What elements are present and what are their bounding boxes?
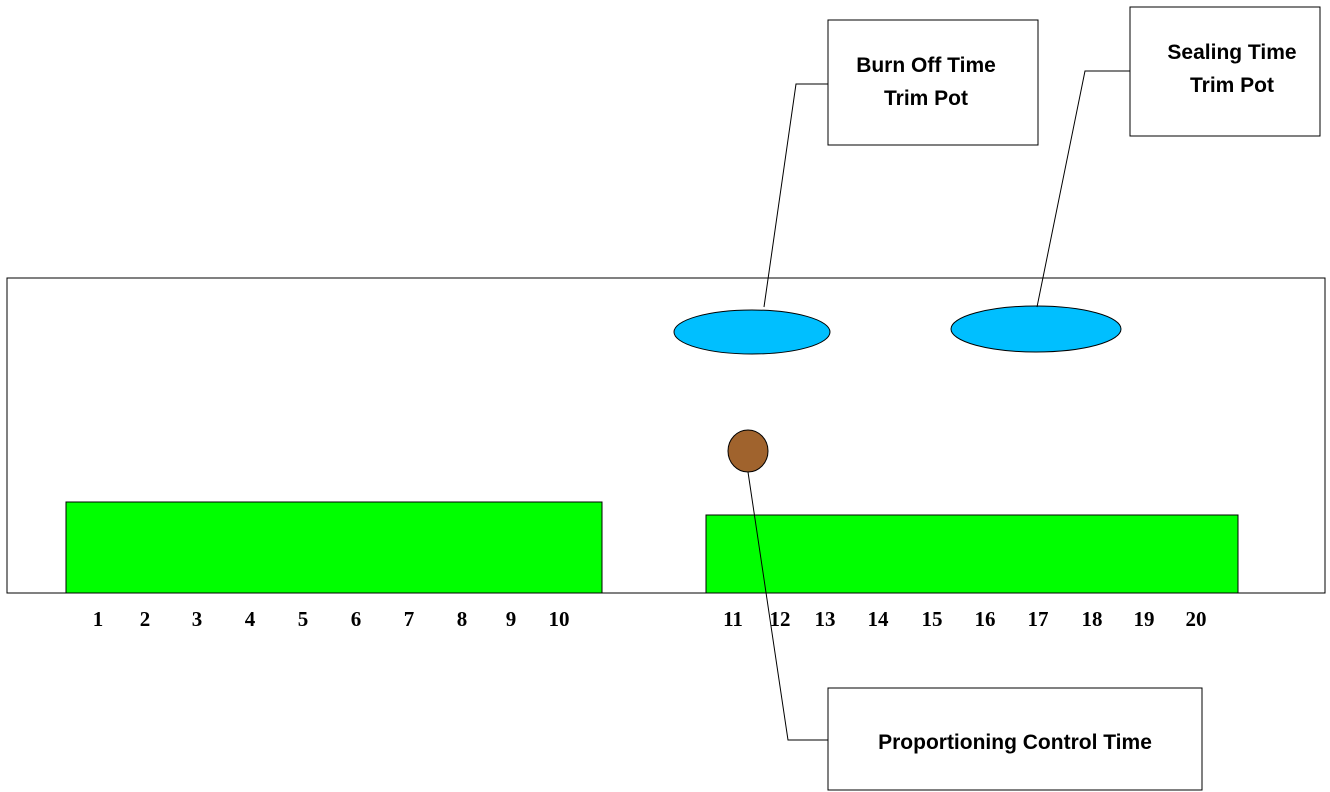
burn-off-callout-line1: Burn Off Time (856, 54, 996, 77)
sealing-leader-line (1036, 70, 1130, 308)
terminal-number: 18 (1082, 607, 1103, 631)
terminal-numbers-right: 11 12 13 14 15 16 17 18 19 20 (723, 607, 1206, 631)
terminal-number: 11 (723, 607, 743, 631)
proportioning-callout: Proportioning Control Time (827, 687, 1203, 791)
terminal-number: 8 (457, 607, 468, 631)
terminal-number: 15 (922, 607, 943, 631)
terminal-number: 3 (192, 607, 203, 631)
proportioning-callout-label: Proportioning Control Time (878, 731, 1152, 754)
terminal-number: 6 (351, 607, 362, 631)
terminal-number: 9 (506, 607, 517, 631)
sealing-callout: Sealing Time Trim Pot (1129, 6, 1321, 137)
burn-off-trim-pot-icon[interactable] (673, 309, 831, 355)
proportioning-callout-box (827, 687, 1203, 791)
burn-off-callout-line2: Trim Pot (884, 87, 968, 110)
terminal-number: 19 (1134, 607, 1155, 631)
terminal-number: 17 (1028, 607, 1049, 631)
terminal-number: 12 (770, 607, 791, 631)
terminal-number: 20 (1186, 607, 1207, 631)
sealing-callout-line2: Trim Pot (1190, 74, 1274, 97)
burn-off-callout-box (827, 19, 1039, 146)
terminal-number: 7 (404, 607, 415, 631)
terminal-number: 14 (868, 607, 890, 631)
proportioning-control-pot-icon[interactable] (727, 429, 769, 473)
terminal-number: 1 (93, 607, 104, 631)
terminal-number: 4 (245, 607, 256, 631)
terminal-number: 16 (975, 607, 996, 631)
sealing-trim-pot-icon[interactable] (950, 305, 1122, 353)
terminal-number: 13 (815, 607, 836, 631)
terminal-block-left (65, 501, 603, 594)
terminal-number: 10 (549, 607, 570, 631)
terminal-number: 2 (140, 607, 151, 631)
terminal-number: 5 (298, 607, 309, 631)
sealing-callout-line1: Sealing Time (1167, 41, 1296, 64)
terminal-numbers-left: 1 2 3 4 5 6 7 8 9 10 (93, 607, 570, 631)
proportioning-leader-line (747, 471, 828, 741)
burn-off-leader-line (763, 83, 828, 308)
sealing-callout-box (1129, 6, 1321, 137)
terminal-block-right (705, 514, 1239, 594)
burn-off-callout: Burn Off Time Trim Pot (827, 19, 1039, 146)
